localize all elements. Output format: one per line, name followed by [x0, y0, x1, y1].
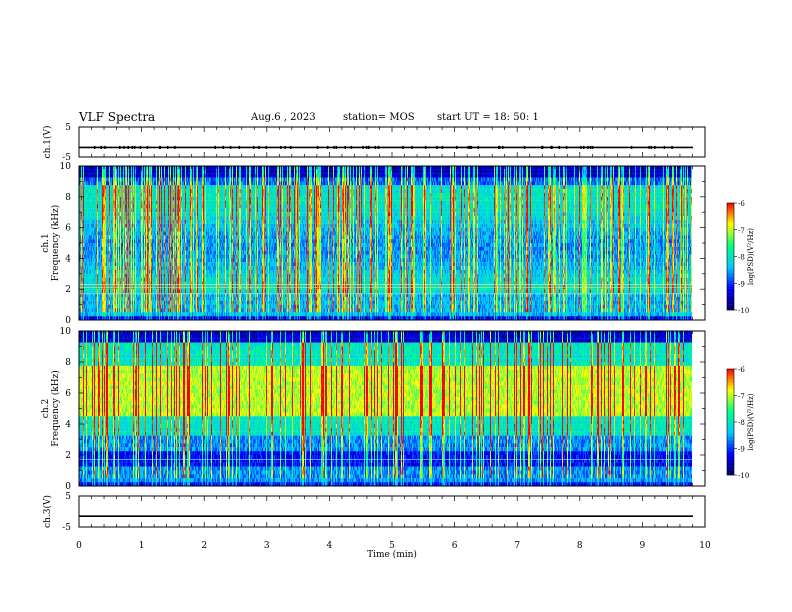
y-tick-label: 5 [65, 123, 71, 133]
y-axis-label-channel: ch.1 [41, 233, 51, 252]
colorbar-tick-label: -9 [738, 280, 745, 288]
y-tick-label: 0 [65, 316, 71, 326]
x-axis-label: Time (min) [367, 549, 417, 560]
y-axis-label-frequency: Frequency (kHz) [50, 205, 61, 282]
colorbar-tick-label: -9 [738, 446, 745, 454]
y-tick-label: 8 [65, 358, 71, 368]
y-tick-label: 0 [65, 482, 71, 492]
colorbar-ch2-spectrogram: -6 -7 -8 -9 -10 log(PSD)(V²/Hz) [727, 366, 755, 480]
y-tick-label: -5 [62, 523, 71, 533]
colorbar-tick-label: -8 [738, 254, 745, 262]
y-tick-label: 4 [65, 420, 71, 430]
x-tick-label: 1 [139, 541, 145, 551]
colorbar-tick-label: -10 [738, 472, 749, 480]
colorbar-tick-label: -7 [738, 393, 745, 401]
spectrogram-ch1-spectrogram [79, 166, 692, 320]
colorbar-label: log(PSD)(V²/Hz) [747, 393, 755, 450]
x-tick-label: 10 [699, 541, 711, 551]
colorbar-tick-label: -10 [738, 307, 749, 315]
x-tick-label: 6 [452, 541, 458, 551]
colorbar-tick-label: -8 [738, 419, 745, 427]
colorbar-ch1-spectrogram: -6 -7 -8 -9 -10 log(PSD)(V²/Hz) [727, 200, 755, 315]
y-tick-label: 4 [65, 254, 71, 264]
y-tick-label: 10 [60, 327, 72, 337]
x-tick-label: 9 [640, 541, 646, 551]
vlf-spectra-figure: 5-5ch.1(V)0246810ch.1 Frequency (kHz)0246… [0, 0, 792, 612]
colorbar-label: log(PSD)(V²/Hz) [747, 228, 755, 285]
y-axis-label: ch.1(V) [42, 126, 53, 159]
x-tick-label: 7 [514, 541, 520, 551]
y-tick-label: 2 [65, 451, 71, 461]
colorbar-tick-label: -6 [738, 366, 745, 374]
y-axis-label-channel: ch.2 [41, 399, 51, 418]
spectrogram-ch2-spectrogram [79, 331, 692, 486]
y-axis-label-frequency: Frequency (kHz) [50, 370, 61, 447]
x-tick-label: 2 [201, 541, 207, 551]
colorbar-tick-label: -6 [738, 200, 745, 208]
y-tick-label: 6 [65, 389, 71, 399]
y-tick-label: 2 [65, 285, 71, 295]
x-tick-label: 0 [76, 541, 82, 551]
x-tick-label: 8 [577, 541, 583, 551]
x-tick-label: 3 [264, 541, 270, 551]
y-axis-label: ch.3(V) [42, 495, 53, 528]
colorbar-tick-label: -7 [738, 227, 745, 235]
y-tick-label: 8 [65, 193, 71, 203]
y-tick-label: 6 [65, 224, 71, 234]
y-tick-label: 10 [60, 162, 72, 172]
y-tick-label: 5 [65, 492, 71, 502]
x-tick-label: 4 [327, 541, 333, 551]
